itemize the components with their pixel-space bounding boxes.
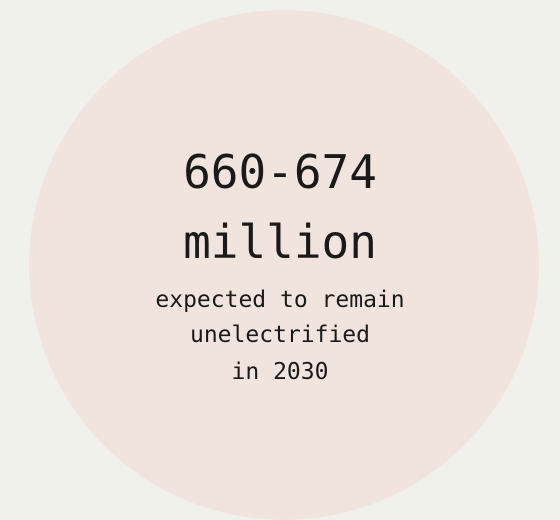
stat-caption-line-3: in 2030 (231, 359, 329, 385)
stat-circle (29, 10, 539, 520)
stat-caption-line-2: unelectrified (189, 322, 370, 348)
stat-figure-range: 660-674 (183, 145, 377, 199)
stat-caption-line-1: expected to remain (155, 287, 405, 313)
stat-figure-unit: million (183, 215, 377, 269)
